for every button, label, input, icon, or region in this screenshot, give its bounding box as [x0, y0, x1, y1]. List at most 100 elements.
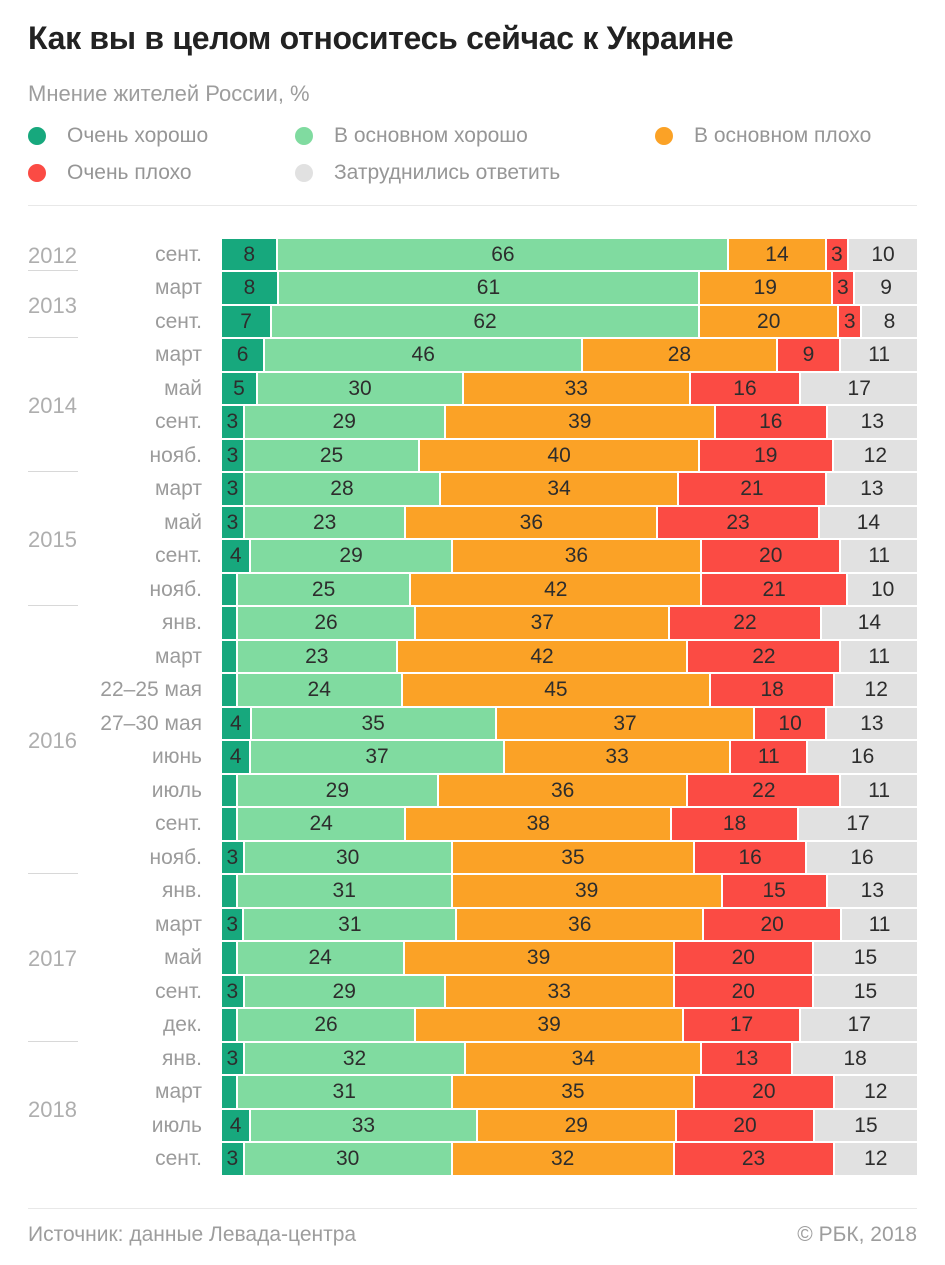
segment-value: 9 [802, 343, 815, 366]
chart-row: сент. 3 30 32 23 12 [80, 1143, 917, 1175]
bar-segment-mostly-bad: 20 [700, 305, 838, 338]
bar-segment-very-good: 3 [222, 841, 243, 874]
bar-segment-very-good [222, 808, 236, 840]
legend-item-label: Очень хорошо [67, 123, 209, 147]
bar-segment-mostly-good: 25 [244, 439, 419, 472]
chart-row: май 24 39 20 15 [80, 942, 917, 974]
segment-value: 3 [226, 510, 239, 534]
bar-segment-very-bad: 20 [676, 1109, 813, 1142]
legend-dot-icon [295, 126, 313, 145]
bar-segment-mostly-bad: 39 [452, 875, 721, 907]
bar-segment-very-bad: 23 [658, 506, 818, 539]
row-bar: 3 23 36 23 14 [222, 506, 917, 539]
bar-segment-very-good [222, 942, 236, 974]
segment-value: 14 [856, 510, 881, 534]
bar-segment-mostly-bad: 37 [496, 707, 754, 740]
bar-segment-very-good: 7 [222, 305, 271, 338]
bar-segment-very-bad: 20 [674, 942, 812, 974]
legend-item-label: В основном хорошо [334, 123, 528, 147]
segment-value: 11 [868, 343, 891, 366]
segment-value: 31 [332, 879, 356, 902]
footer-divider [28, 1207, 917, 1209]
bar-segment-very-good: 3 [222, 439, 243, 472]
bar-segment-mostly-good: 24 [237, 942, 403, 974]
row-month-label: март [155, 343, 202, 366]
bar-segment-very-bad: 20 [702, 540, 840, 572]
row-bar: 26 37 22 14 [222, 607, 917, 639]
segment-value: 25 [311, 577, 336, 601]
bar-segment-mostly-good: 31 [237, 875, 451, 907]
segment-value: 33 [564, 376, 588, 400]
legend-item: В основном хорошо [295, 124, 655, 148]
bar-segment-mostly-bad: 29 [477, 1109, 675, 1142]
bar-segment-undecided: 10 [848, 573, 917, 606]
segment-value: 66 [491, 242, 515, 266]
segment-value: 39 [574, 879, 599, 902]
segment-value: 29 [325, 778, 350, 802]
segment-value: 24 [309, 812, 333, 835]
segment-value: 14 [857, 611, 882, 634]
segment-value: 3 [830, 242, 843, 266]
row-bar: 4 33 29 20 15 [222, 1109, 917, 1142]
bar-segment-very-bad: 21 [702, 573, 847, 606]
segment-value: 62 [473, 309, 497, 333]
row-month-label: нояб. [149, 577, 202, 601]
segment-value: 33 [547, 979, 571, 1003]
chart-row: 22–25 мая 24 45 18 12 [80, 674, 918, 706]
chart-row: март 3 28 34 21 13 [80, 473, 917, 505]
segment-value: 11 [868, 912, 891, 936]
bar-segment-mostly-good: 25 [237, 573, 410, 606]
row-bar: 4 37 33 11 16 [222, 741, 917, 773]
bar-segment-very-good [222, 640, 236, 673]
year-label: 2018 [28, 1096, 77, 1122]
bar-segment-very-good: 4 [222, 707, 250, 740]
bar-segment-mostly-good: 24 [237, 674, 401, 706]
segment-value: 7 [240, 309, 252, 333]
row-month-label: сент. [155, 979, 202, 1003]
segment-value: 3 [226, 1046, 239, 1070]
bar-segment-undecided: 13 [827, 875, 917, 907]
bar-segment-mostly-bad: 36 [406, 506, 657, 539]
bar-segment-mostly-good: 23 [244, 506, 405, 539]
year-cell: 2012 [28, 239, 80, 273]
segment-value: 3 [226, 477, 239, 500]
bar-segment-very-bad: 15 [722, 875, 826, 907]
row-bar: 4 29 36 20 11 [222, 540, 917, 572]
year-rows: янв. 3 32 34 13 18 март 31 35 20 12 июль 4 33 29 20 15 се… [80, 1042, 917, 1177]
segment-value: 29 [339, 544, 363, 567]
year-group-2012: 2012 сент. 8 66 14 3 10 [28, 238, 918, 273]
bar-segment-mostly-good: 66 [278, 238, 728, 271]
legend-item: Затруднились ответить [295, 161, 655, 185]
bar-segment-very-bad: 19 [699, 439, 832, 472]
bar-segment-mostly-bad: 35 [452, 1076, 694, 1108]
bar-segment-undecided: 16 [807, 841, 917, 874]
segment-value: 20 [731, 979, 755, 1003]
segment-value: 21 [740, 477, 764, 500]
bar-segment-undecided: 11 [841, 774, 917, 807]
bar-segment-mostly-good: 33 [251, 1109, 476, 1142]
segment-value: 3 [843, 309, 856, 333]
bar-segment-mostly-good: 37 [251, 741, 503, 773]
year-label: 2014 [28, 393, 77, 419]
legend-item-label: Затруднились ответить [334, 160, 561, 184]
bar-segment-very-bad: 3 [832, 272, 854, 304]
segment-value: 42 [530, 644, 554, 668]
segment-value: 16 [738, 845, 762, 869]
year-rows: март 8 61 19 3 9 сент. 7 62 20 3 8 [80, 272, 917, 339]
legend-item: В основном плохо [655, 124, 917, 148]
bar-segment-mostly-bad: 38 [406, 808, 671, 840]
bar-segment-very-good: 6 [222, 339, 264, 371]
row-month-label: сент. [155, 1147, 202, 1170]
segment-value: 20 [760, 912, 784, 936]
bar-segment-mostly-bad: 42 [397, 640, 687, 673]
bar-segment-very-bad: 22 [670, 607, 820, 639]
row-bar: 23 42 22 11 [222, 640, 917, 673]
row-month-label: 27–30 мая [100, 711, 202, 735]
bar-segment-undecided: 14 [819, 506, 917, 539]
row-bar: 24 39 20 15 [222, 942, 917, 974]
bar-segment-undecided: 18 [793, 1042, 917, 1075]
segment-value: 18 [760, 678, 784, 701]
segment-value: 32 [342, 1046, 367, 1070]
bar-segment-mostly-bad: 34 [441, 473, 678, 505]
